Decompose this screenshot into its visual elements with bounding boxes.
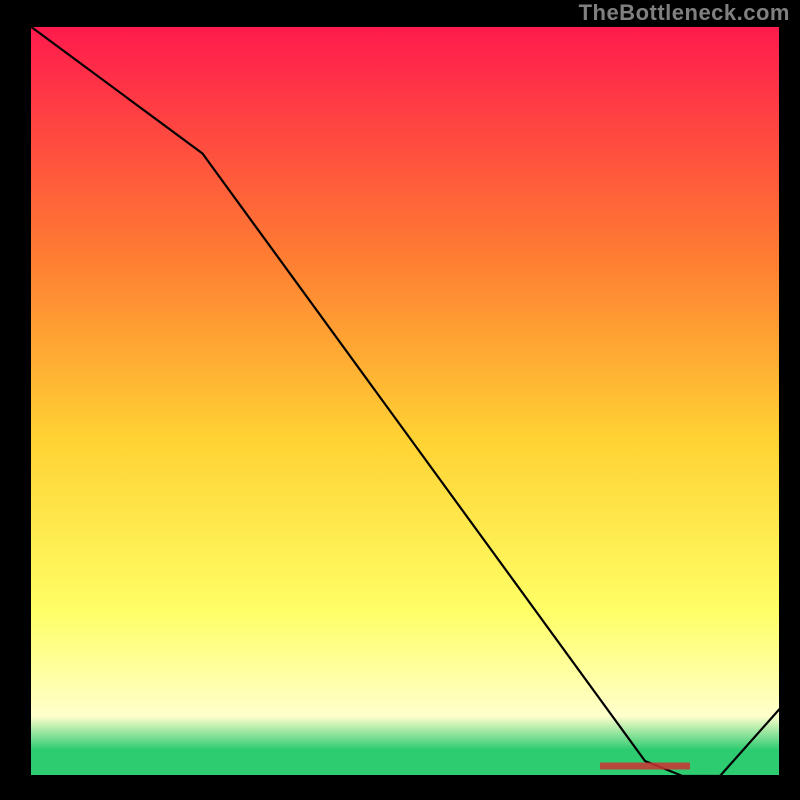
- marker-smear: [600, 763, 690, 770]
- chart-container: TheBottleneck.com: [0, 0, 800, 800]
- bottleneck-chart: [0, 0, 800, 800]
- gradient-background: [30, 26, 780, 776]
